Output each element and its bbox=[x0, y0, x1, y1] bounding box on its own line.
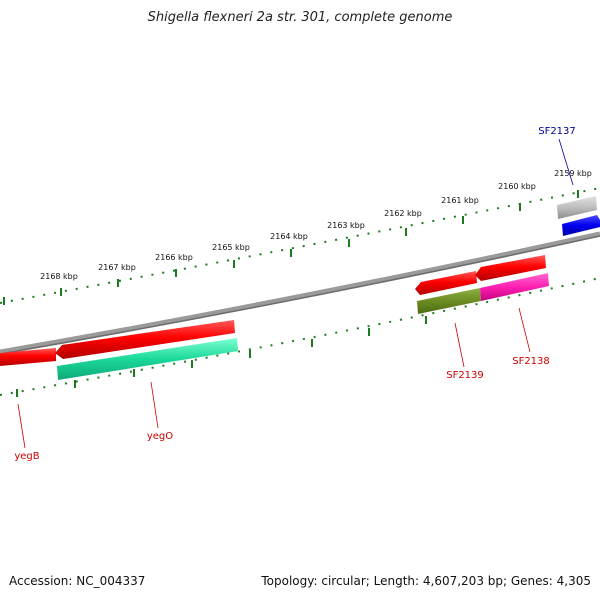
accession-text: Accession: NC_004337 bbox=[9, 574, 146, 588]
gene-arrow-SF2137[interactable] bbox=[557, 196, 597, 219]
ruler-tick-label: 2163 kbp bbox=[327, 221, 365, 230]
ruler-tick-label: 2165 kbp bbox=[212, 243, 250, 252]
outer-major-ticks bbox=[3, 190, 579, 305]
gene-label-SF2138[interactable]: SF2138 bbox=[512, 356, 550, 367]
gene-leaders bbox=[17, 138, 574, 449]
feature-bar-SF2138[interactable] bbox=[480, 273, 549, 301]
ruler-tick-label: 2161 kbp bbox=[441, 196, 479, 205]
gene-label-yegB[interactable]: yegB bbox=[14, 451, 39, 462]
gene-arrow-blue[interactable] bbox=[562, 215, 600, 236]
inner-major-ticks bbox=[16, 316, 427, 397]
gene-arrow-yegB[interactable] bbox=[0, 348, 56, 366]
gene-label-SF2137[interactable]: SF2137 bbox=[538, 126, 576, 137]
gene-labels: SF2137 SF2138 SF2139 yegO yegB bbox=[14, 126, 575, 462]
leader-SF2138 bbox=[518, 307, 531, 353]
feature-bars bbox=[57, 273, 549, 380]
ruler-tick-label: 2160 kbp bbox=[498, 182, 536, 191]
leader-SF2139 bbox=[454, 322, 465, 368]
gene-label-yegO[interactable]: yegO bbox=[147, 431, 173, 442]
gene-label-SF2139[interactable]: SF2139 bbox=[446, 370, 484, 381]
ruler-tick-label: 2166 kbp bbox=[155, 253, 193, 262]
outer-tick-labels: 2159 kbp 2160 kbp 2161 kbp 2162 kbp 2163 kbp… bbox=[40, 169, 592, 281]
genome-title: Shigella flexneri 2a str. 301, complete … bbox=[147, 10, 453, 25]
feature-bar-yegO[interactable] bbox=[57, 338, 238, 380]
outer-ruler: 2159 kbp 2160 kbp 2161 kbp 2162 kbp 2163 kbp… bbox=[0, 169, 600, 305]
leader-yegB bbox=[17, 403, 26, 449]
ruler-tick-label: 2168 kbp bbox=[40, 272, 78, 281]
gene-arrow-yegO[interactable] bbox=[55, 320, 235, 359]
forward-strand-genes bbox=[0, 196, 600, 366]
inner-ruler bbox=[0, 277, 600, 397]
ruler-tick-label: 2164 kbp bbox=[270, 232, 308, 241]
genome-summary-text: Topology: circular; Length: 4,607,203 bp… bbox=[261, 574, 591, 588]
leader-SF2137 bbox=[558, 138, 574, 186]
ruler-tick-label: 2162 kbp bbox=[384, 209, 422, 218]
feature-bar-SF2139[interactable] bbox=[417, 288, 481, 314]
ruler-tick-label: 2167 kbp bbox=[98, 263, 136, 272]
ruler-tick-label: 2159 kbp bbox=[554, 169, 592, 178]
genome-backbone bbox=[0, 231, 600, 355]
genome-backbone-shade bbox=[0, 235, 600, 355]
gene-arrow-SF2139[interactable] bbox=[415, 271, 477, 295]
gene-arrow-SF2138[interactable] bbox=[475, 255, 546, 281]
leader-yegO bbox=[150, 381, 159, 429]
